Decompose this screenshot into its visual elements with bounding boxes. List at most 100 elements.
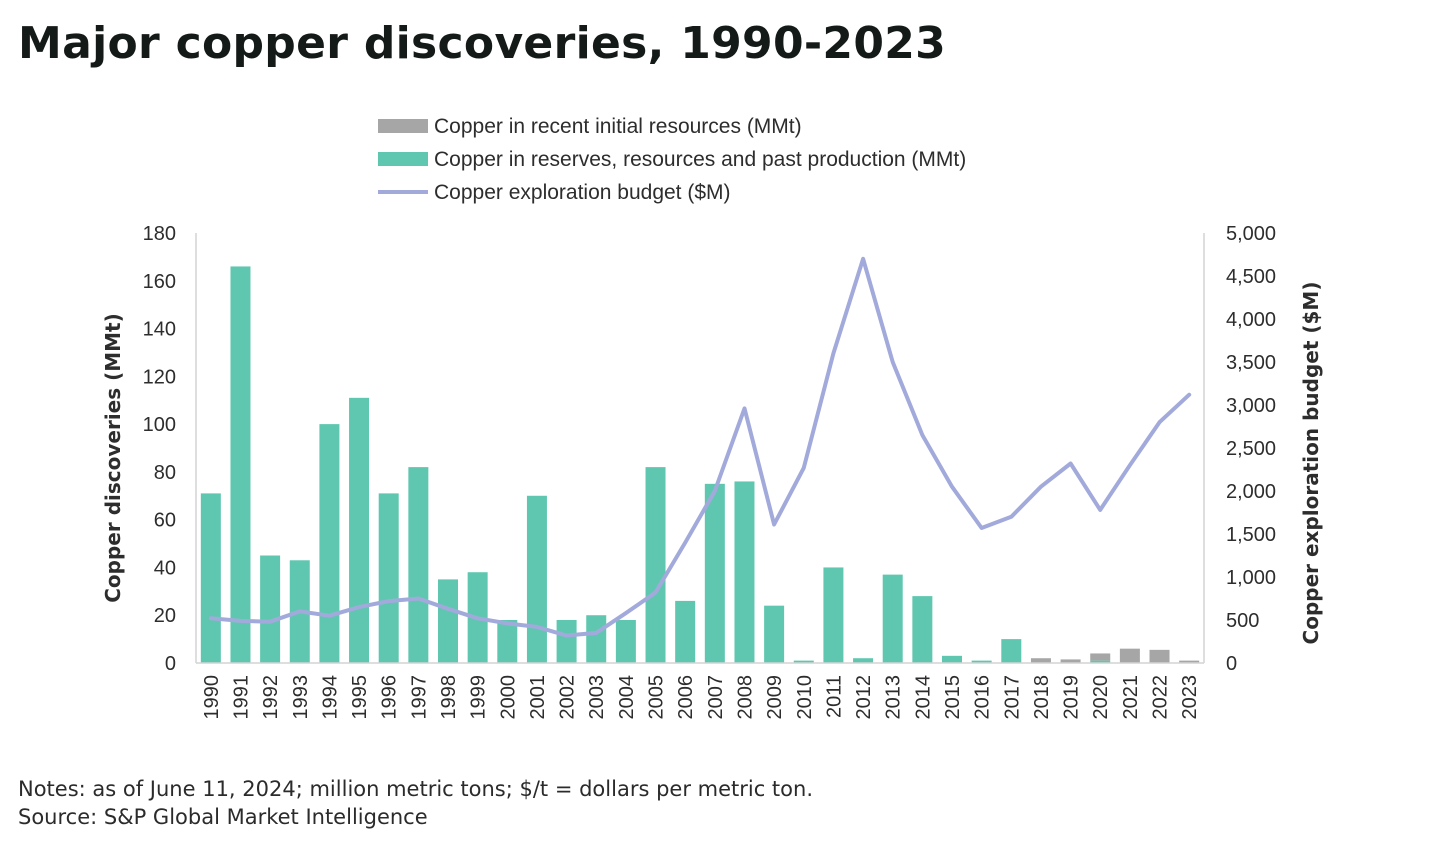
x-tick-label: 1996 <box>379 675 401 720</box>
x-tick-label: 2019 <box>1061 675 1083 720</box>
budget-point-1996 <box>387 599 391 603</box>
budget-point-2004 <box>624 611 628 615</box>
bar-reserves-2010 <box>793 660 814 663</box>
left-tick-label: 40 <box>154 557 176 579</box>
bar-initial-2022 <box>1149 649 1170 663</box>
left-tick-label: 60 <box>154 510 176 532</box>
x-tick-label: 2023 <box>1179 675 1201 720</box>
bars-initial-resources-series <box>1030 648 1200 663</box>
right-axis-title: Copper exploration budget ($M) <box>1299 282 1323 645</box>
right-tick-label: 500 <box>1226 610 1259 632</box>
bar-initial-2021 <box>1119 648 1140 663</box>
budget-point-2005 <box>654 590 658 594</box>
x-tick-label: 2011 <box>823 675 845 718</box>
budget-point-2003 <box>594 631 598 635</box>
budget-point-2010 <box>802 466 806 470</box>
bar-initial-2019 <box>1060 659 1081 663</box>
budget-point-2013 <box>891 360 895 364</box>
x-tick-label: 1999 <box>468 675 490 720</box>
bar-reserves-2014 <box>912 596 933 663</box>
budget-point-1990 <box>209 616 213 620</box>
legend: Copper in recent initial resources (MMt)… <box>378 115 966 204</box>
left-axis-title: Copper discoveries (MMt) <box>101 313 125 603</box>
bar-reserves-2016 <box>971 660 992 663</box>
bar-reserves-2000 <box>497 620 518 663</box>
bar-reserves-2002 <box>556 620 577 663</box>
budget-point-2008 <box>742 406 746 410</box>
copper-discoveries-chart: Copper in recent initial resources (MMt)… <box>101 115 1323 720</box>
budget-point-2006 <box>683 541 687 545</box>
bar-initial-2020 <box>1090 653 1111 661</box>
x-tick-label: 2006 <box>675 675 697 720</box>
budget-point-2022 <box>1158 420 1162 424</box>
x-tick-label: 1993 <box>290 675 312 720</box>
budget-point-2019 <box>1069 461 1073 465</box>
x-tick-label: 2002 <box>557 675 579 720</box>
x-tick-label: 1994 <box>319 675 341 720</box>
x-tick-label: 2022 <box>1150 675 1172 720</box>
bar-reserves-2001 <box>526 495 547 663</box>
bar-reserves-2008 <box>734 481 755 663</box>
x-axis: 1990 1991 1992 1993 1994 1995 1996 1997 1998 1999… <box>196 662 1204 720</box>
x-tick-label: 2021 <box>1120 675 1142 720</box>
legend-label-2: Copper exploration budget ($M) <box>434 181 731 204</box>
left-tick-label: 180 <box>143 223 176 245</box>
bar-reserves-1990 <box>200 493 221 663</box>
x-tick-label: 2013 <box>883 675 905 720</box>
bar-reserves-2020 <box>1090 660 1111 663</box>
budget-point-2000 <box>505 621 509 625</box>
x-tick-label: 2020 <box>1090 675 1112 720</box>
budget-point-1997 <box>416 597 420 600</box>
bar-reserves-2004 <box>615 620 636 663</box>
x-tick-label: 2018 <box>1031 675 1053 720</box>
bar-reserves-2013 <box>882 574 903 663</box>
bar-reserves-2009 <box>764 605 785 663</box>
x-tick-label: 2012 <box>853 675 875 720</box>
x-tick-label: 2001 <box>527 675 549 720</box>
x-tick-label: 2009 <box>764 675 786 720</box>
right-tick-label: 0 <box>1226 653 1237 675</box>
budget-point-2021 <box>1128 463 1132 467</box>
x-tick-label: 2017 <box>1001 675 1023 720</box>
notes-text: Notes: as of June 11, 2024; million metr… <box>18 777 813 801</box>
bar-reserves-1991 <box>230 266 251 663</box>
right-tick-label: 1,500 <box>1226 524 1276 546</box>
budget-point-2015 <box>950 485 954 489</box>
left-tick-label: 20 <box>154 605 176 627</box>
bar-reserves-2017 <box>1001 639 1022 663</box>
x-tick-label: 1992 <box>260 675 282 720</box>
right-tick-label: 3,500 <box>1226 352 1276 374</box>
bar-initial-2018 <box>1030 658 1051 663</box>
legend-label-1: Copper in reserves, resources and past p… <box>434 148 966 171</box>
bar-reserves-2007 <box>704 483 725 663</box>
budget-point-1995 <box>357 605 361 609</box>
source-text: Source: S&P Global Market Intelligence <box>18 805 428 829</box>
bar-reserves-2012 <box>853 658 874 663</box>
exploration-budget-series <box>208 256 1192 638</box>
x-tick-label: 2007 <box>705 675 727 720</box>
x-tick-label: 1995 <box>349 675 371 720</box>
notes: Notes: as of June 11, 2024; million metr… <box>18 775 813 831</box>
bar-reserves-1997 <box>408 467 429 663</box>
x-tick-label: 2003 <box>586 675 608 720</box>
bar-reserves-2003 <box>586 615 607 663</box>
budget-point-2001 <box>535 625 539 629</box>
right-tick-label: 1,000 <box>1226 567 1276 589</box>
right-tick-label: 5,000 <box>1226 223 1276 245</box>
budget-point-2012 <box>861 257 865 261</box>
x-tick-label: 2000 <box>497 675 519 720</box>
right-tick-label: 4,500 <box>1226 266 1276 288</box>
x-tick-label: 2008 <box>735 675 757 720</box>
budget-point-2017 <box>1009 515 1013 519</box>
right-tick-label: 2,000 <box>1226 481 1276 503</box>
budget-point-1999 <box>476 616 480 620</box>
legend-swatch-1 <box>378 152 428 166</box>
left-tick-label: 120 <box>143 366 176 388</box>
budget-point-2007 <box>713 489 717 493</box>
budget-line <box>208 256 1192 638</box>
bar-reserves-1994 <box>319 424 340 663</box>
bar-reserves-1995 <box>349 397 370 663</box>
x-tick-label: 1991 <box>231 675 253 720</box>
budget-point-2016 <box>980 526 984 530</box>
right-tick-label: 2,500 <box>1226 438 1276 460</box>
